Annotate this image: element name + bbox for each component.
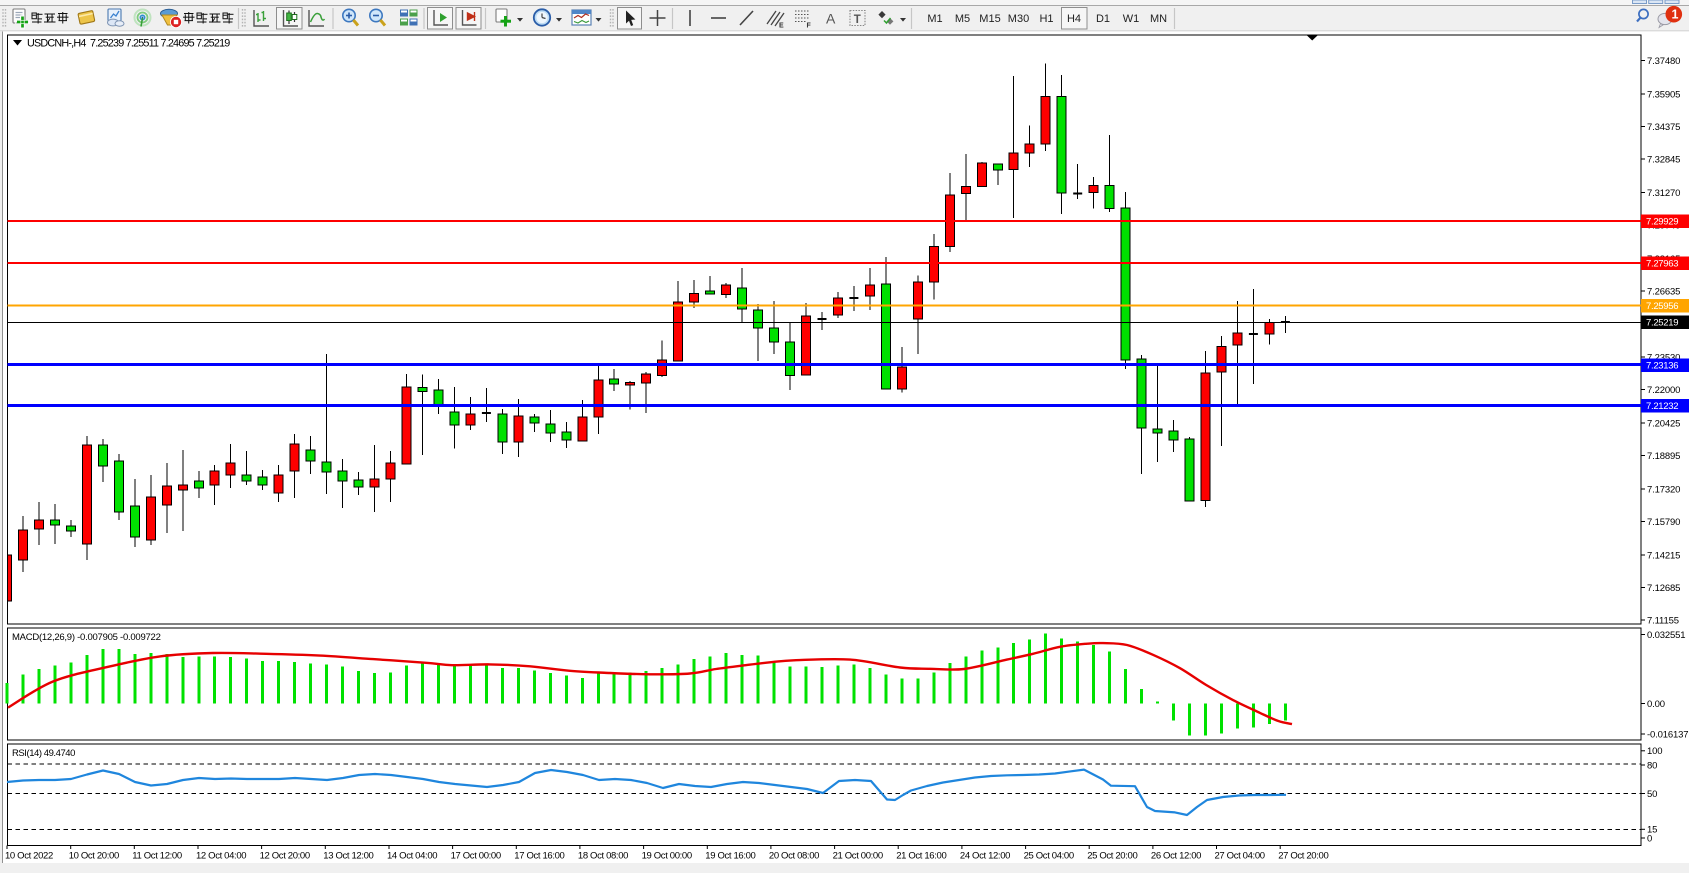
svg-text:H4: H4: [1067, 13, 1081, 25]
svg-text:80: 80: [1647, 760, 1657, 771]
svg-text:7.21232: 7.21232: [1646, 401, 1678, 412]
svg-text:7.29929: 7.29929: [1646, 216, 1678, 227]
svg-text:27 Oct 20:00: 27 Oct 20:00: [1278, 851, 1328, 862]
svg-text:27 Oct 04:00: 27 Oct 04:00: [1215, 851, 1265, 862]
svg-text:7.35905: 7.35905: [1647, 89, 1680, 100]
svg-text:7.26635: 7.26635: [1647, 286, 1680, 297]
svg-text:24 Oct 12:00: 24 Oct 12:00: [960, 851, 1010, 862]
svg-text:7.12685: 7.12685: [1647, 583, 1680, 594]
svg-text:7.17320: 7.17320: [1647, 484, 1680, 495]
svg-text:7.23136: 7.23136: [1646, 360, 1678, 371]
svg-text:50: 50: [1647, 789, 1657, 800]
svg-text:21 Oct 16:00: 21 Oct 16:00: [896, 851, 946, 862]
svg-text:A: A: [826, 11, 836, 27]
svg-text:25 Oct 20:00: 25 Oct 20:00: [1087, 851, 1137, 862]
svg-text:F: F: [807, 23, 812, 30]
svg-text:0.032551: 0.032551: [1647, 630, 1685, 641]
svg-text:18 Oct 08:00: 18 Oct 08:00: [578, 851, 628, 862]
svg-text:D1: D1: [1096, 13, 1110, 25]
svg-text:7.32845: 7.32845: [1647, 154, 1680, 165]
svg-text:7.22000: 7.22000: [1647, 385, 1680, 396]
svg-text:10 Oct 20:00: 10 Oct 20:00: [69, 851, 119, 862]
svg-text:7.18895: 7.18895: [1647, 451, 1680, 462]
svg-text:M5: M5: [955, 13, 970, 25]
svg-text:MN: MN: [1150, 13, 1167, 25]
svg-text:E: E: [779, 23, 784, 30]
svg-text:T: T: [854, 14, 861, 26]
svg-text:7.27963: 7.27963: [1646, 258, 1678, 269]
svg-text:19 Oct 00:00: 19 Oct 00:00: [642, 851, 692, 862]
svg-text:7.25219: 7.25219: [1646, 317, 1678, 328]
svg-text:10 Oct 2022: 10 Oct 2022: [5, 851, 53, 862]
svg-text:14 Oct 04:00: 14 Oct 04:00: [387, 851, 437, 862]
svg-text:25 Oct 04:00: 25 Oct 04:00: [1024, 851, 1074, 862]
svg-text:7.23530: 7.23530: [1647, 352, 1680, 363]
svg-text:W1: W1: [1123, 13, 1140, 25]
svg-text:11 Oct 12:00: 11 Oct 12:00: [132, 851, 182, 862]
svg-text:7.14215: 7.14215: [1647, 550, 1680, 561]
svg-text:7.37480: 7.37480: [1647, 56, 1680, 67]
svg-text:19 Oct 16:00: 19 Oct 16:00: [705, 851, 755, 862]
svg-text:0: 0: [1647, 833, 1652, 844]
svg-text:21 Oct 00:00: 21 Oct 00:00: [833, 851, 883, 862]
svg-text:15: 15: [1647, 825, 1657, 836]
svg-text:USDCNH-,H4 7.25239 7.25511 7.: USDCNH-,H4 7.25239 7.25511 7.24695 7.252…: [27, 37, 230, 49]
svg-text:1: 1: [1672, 8, 1679, 22]
svg-text:7.15790: 7.15790: [1647, 517, 1680, 528]
svg-text:RSI(14) 49.4740: RSI(14) 49.4740: [12, 748, 75, 759]
svg-text:MACD(12,26,9) -0.007905 -0.009: MACD(12,26,9) -0.007905 -0.009722: [12, 632, 161, 643]
svg-text:12 Oct 20:00: 12 Oct 20:00: [260, 851, 310, 862]
svg-text:M30: M30: [1008, 13, 1029, 25]
svg-text:20 Oct 08:00: 20 Oct 08:00: [769, 851, 819, 862]
svg-text:H1: H1: [1039, 13, 1053, 25]
svg-text:100: 100: [1647, 746, 1662, 757]
svg-text:17 Oct 00:00: 17 Oct 00:00: [451, 851, 501, 862]
svg-text:13 Oct 12:00: 13 Oct 12:00: [323, 851, 373, 862]
svg-text:0.00: 0.00: [1647, 699, 1665, 710]
svg-text:7.31270: 7.31270: [1647, 188, 1680, 199]
svg-text:7.25956: 7.25956: [1646, 301, 1678, 312]
svg-text:-0.016137: -0.016137: [1647, 729, 1688, 740]
svg-text:7.20425: 7.20425: [1647, 418, 1680, 429]
svg-text:17 Oct 16:00: 17 Oct 16:00: [514, 851, 564, 862]
svg-text:26 Oct 12:00: 26 Oct 12:00: [1151, 851, 1201, 862]
svg-text:12 Oct 04:00: 12 Oct 04:00: [196, 851, 246, 862]
svg-text:M15: M15: [979, 13, 1000, 25]
svg-text:7.11155: 7.11155: [1647, 615, 1679, 626]
svg-text:7.34375: 7.34375: [1647, 122, 1680, 133]
svg-text:M1: M1: [927, 13, 942, 25]
